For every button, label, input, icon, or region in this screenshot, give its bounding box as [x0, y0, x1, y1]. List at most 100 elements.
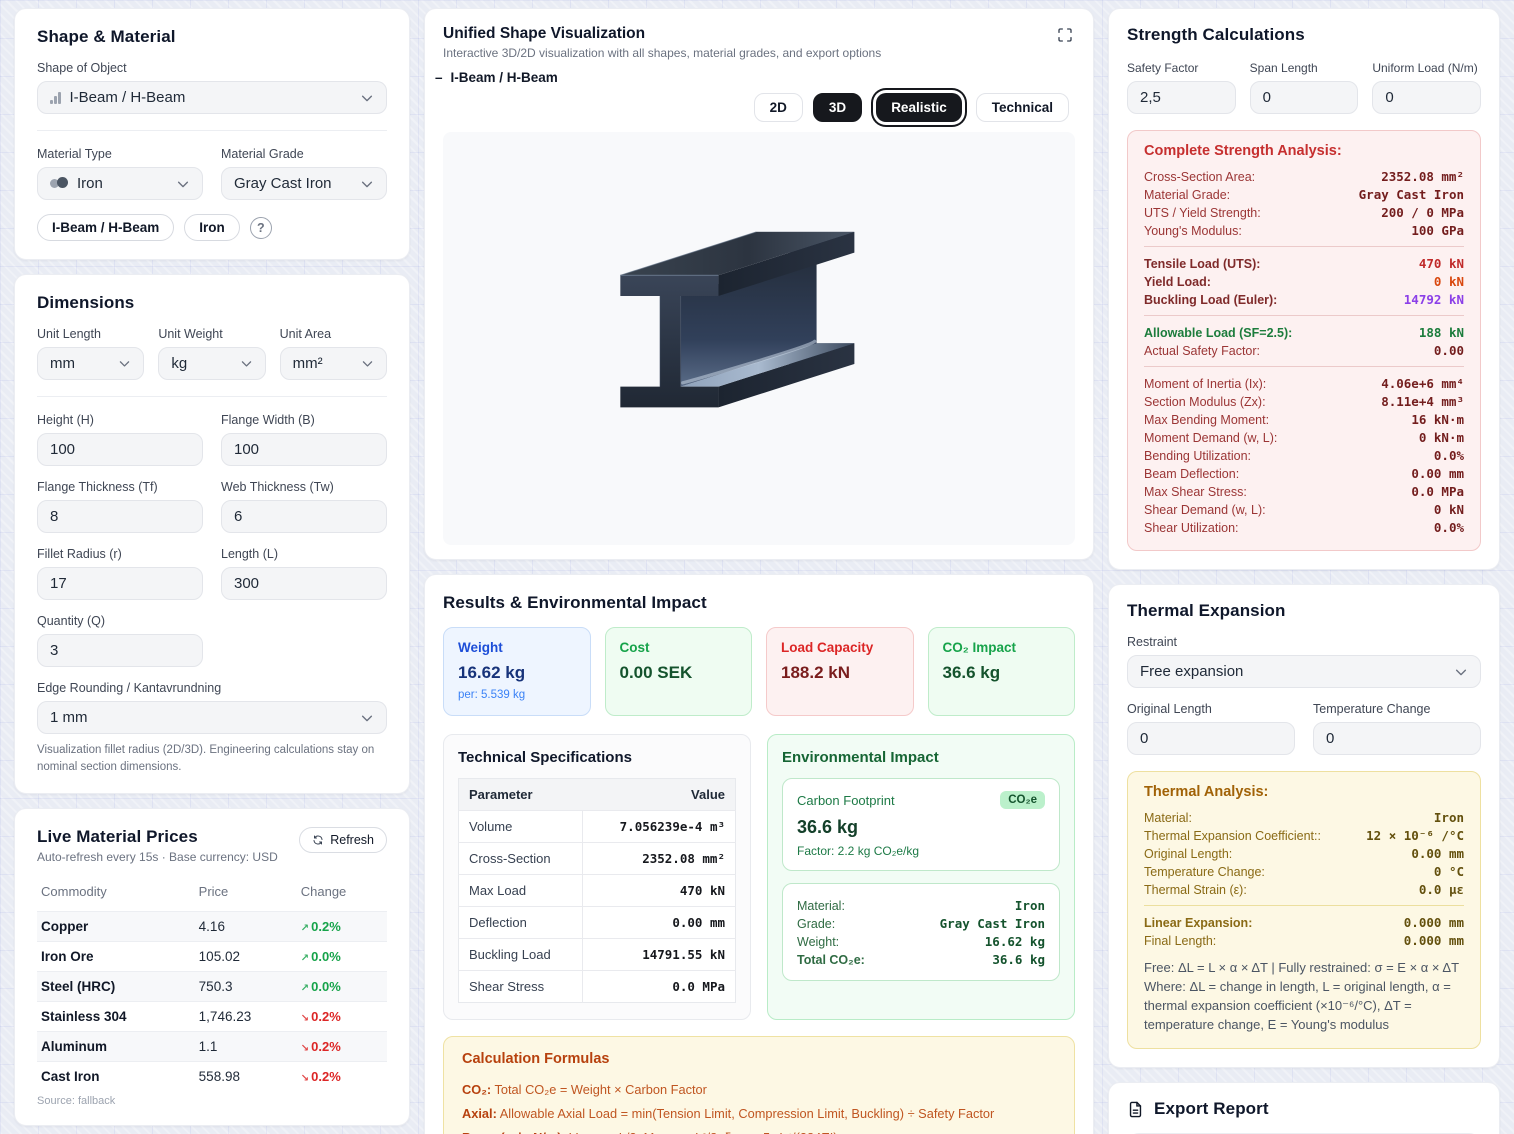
panel-title: Shape & Material [37, 27, 176, 46]
thermal-formula: Free: ΔL = L × α × ΔT | Fully restrained… [1144, 960, 1460, 1032]
flange-thickness-label: Flange Thickness (Tf) [37, 480, 158, 494]
flange-thickness-input[interactable] [37, 500, 203, 533]
refresh-button[interactable]: Refresh [299, 827, 387, 854]
table-row: Volume 7.056239e-4 m³ [458, 810, 736, 843]
co2e-badge: CO₂e [1000, 791, 1045, 809]
change-badge: ↘ 0.2% [300, 1039, 341, 1055]
safety-factor-input[interactable] [1127, 81, 1236, 114]
height-input[interactable] [37, 433, 203, 466]
calculation-formulas: Calculation Formulas CO₂: Total CO₂e = W… [443, 1036, 1075, 1134]
material-grade-label: Material Grade [221, 147, 304, 161]
analysis-row: Thermal Expansion Coefficient:: 12 × 10⁻⁶… [1144, 827, 1464, 843]
edge-rounding-label: Edge Rounding / Kantavrundning [37, 681, 222, 695]
analysis-row: Shear Utilization: 0.0% [1144, 519, 1464, 535]
panel-title: Strength Calculations [1127, 25, 1305, 44]
material-badge: Iron [184, 214, 240, 241]
change-badge: ↗ 0.2% [300, 919, 341, 935]
table-row: Buckling Load 14791.55 kN [458, 938, 736, 971]
change-badge: ↘ 0.2% [300, 1069, 341, 1085]
bar-chart-icon [50, 91, 61, 104]
chevron-down-icon [240, 357, 253, 370]
unit-length-select[interactable]: mm [37, 347, 145, 380]
span-length-input[interactable] [1249, 81, 1359, 114]
flange-width-input[interactable] [221, 433, 387, 466]
material-grade-select[interactable]: Gray Cast Iron [221, 167, 387, 200]
shape-select[interactable]: I-Beam / H-Beam [37, 81, 387, 114]
panel-title: Dimensions [37, 293, 135, 312]
mode-technical-button[interactable]: Technical [975, 93, 1069, 122]
environmental-impact: Environmental Impact Carbon Footprint CO… [767, 734, 1075, 1020]
material-type-select[interactable]: Iron [37, 167, 203, 200]
trend-down-icon: ↘ [300, 1013, 310, 1025]
caption-dash: – [435, 70, 443, 85]
unit-area-select[interactable]: mm² [279, 347, 387, 380]
source-note: Source: fallback [37, 1095, 116, 1108]
viz-canvas[interactable] [443, 132, 1075, 545]
analysis-row: Moment of Inertia (Ix): 4.06e+6 mm⁴ [1144, 375, 1464, 391]
mode-2d-button[interactable]: 2D [753, 93, 803, 122]
unit-weight-label: Unit Weight [158, 327, 223, 341]
span-length-label: Span Length [1249, 61, 1318, 75]
unit-weight-value: kg [171, 355, 188, 372]
original-length-input[interactable] [1127, 722, 1295, 755]
table-row: Stainless 304 1,746.23 ↘ 0.2% [37, 1001, 387, 1032]
original-length-label: Original Length [1127, 702, 1212, 716]
analysis-row: Material: Iron [1144, 809, 1464, 825]
length-input[interactable] [221, 567, 387, 600]
help-icon[interactable]: ? [249, 216, 272, 239]
viz-subtitle: Interactive 3D/2D visualization with all… [443, 46, 882, 60]
analysis-row: Max Shear Stress: 0.0 MPa [1144, 483, 1464, 499]
prices-subtitle: Auto-refresh every 15s · Base currency: … [37, 850, 278, 865]
chevron-down-icon [360, 711, 374, 725]
analysis-row: Bending Utilization: 0.0% [1144, 447, 1464, 463]
trend-up-icon: ↗ [300, 923, 310, 935]
panel-title: Live Material Prices [37, 827, 198, 847]
env-row: Weight: 16.62 kg [797, 933, 1045, 949]
chevron-down-icon [176, 177, 190, 191]
prices-table: Commodity Price Change Copper 4.16 ↗ 0.2%… [37, 878, 387, 1092]
panel-title: Thermal Expansion [1127, 601, 1286, 620]
restraint-select[interactable]: Free expansion [1127, 655, 1481, 688]
trend-up-icon: ↗ [300, 983, 310, 995]
caption-text: I-Beam / H-Beam [450, 70, 558, 85]
mode-3d-button[interactable]: 3D [812, 93, 863, 122]
col-change: Change [300, 884, 347, 900]
left-column: Shape & Material Shape of Object I-Beam … [14, 8, 410, 1134]
table-row: Steel (HRC) 750.3 ↗ 0.0% [37, 971, 387, 1002]
analysis-row: Material Grade: Gray Cast Iron [1144, 186, 1464, 202]
edge-rounding-select[interactable]: 1 mm [37, 701, 387, 734]
temperature-change-input[interactable] [1313, 722, 1481, 755]
carbon-factor: Factor: 2.2 kg CO₂e/kg [797, 844, 920, 858]
formula-line: CO₂: Total CO₂e = Weight × Carbon Factor [462, 1081, 707, 1097]
analysis-row: Linear Expansion: 0.000 mm [1144, 914, 1464, 930]
refresh-label: Refresh [330, 833, 374, 848]
col-price: Price [198, 884, 229, 900]
fullscreen-button[interactable] [1055, 25, 1075, 48]
restraint-value: Free expansion [1140, 663, 1244, 680]
web-thickness-input[interactable] [221, 500, 387, 533]
quantity-input[interactable] [37, 634, 203, 667]
analysis-row: Actual Safety Factor: 0.00 [1144, 342, 1464, 358]
fillet-radius-input[interactable] [37, 567, 203, 600]
view-mode-buttons: 2D 3D Realistic Technical [443, 93, 1069, 122]
shape-of-object-label: Shape of Object [37, 61, 127, 75]
shape-select-value: I-Beam / H-Beam [69, 89, 186, 106]
strength-analysis-title: Complete Strength Analysis: [1144, 143, 1342, 159]
co2-impact-stat-card: CO₂ Impact 36.6 kg [927, 627, 1075, 716]
chevron-down-icon [360, 177, 374, 191]
trend-up-icon: ↗ [300, 953, 310, 965]
analysis-row: Yield Load: 0 kN [1144, 273, 1464, 289]
beam-caption: – I-Beam / H-Beam [435, 70, 1075, 85]
unit-weight-select[interactable]: kg [158, 347, 266, 380]
table-row: Cast Iron 558.98 ↘ 0.2% [37, 1061, 387, 1092]
carbon-footprint-value: 36.6 kg [797, 817, 859, 837]
chevron-down-icon [361, 357, 374, 370]
stat-cards: Weight 16.62 kg per: 5.539 kg Cost 0.00 … [443, 627, 1075, 716]
change-badge: ↘ 0.2% [300, 1009, 341, 1025]
uniform-load-input[interactable] [1372, 81, 1481, 114]
middle-column: Unified Shape Visualization Interactive … [424, 8, 1094, 1134]
fullscreen-icon [1058, 28, 1072, 42]
weight-stat-card: Weight 16.62 kg per: 5.539 kg [443, 627, 591, 716]
safety-factor-label: Safety Factor [1127, 61, 1199, 75]
mode-realistic-button[interactable]: Realistic [876, 93, 962, 122]
